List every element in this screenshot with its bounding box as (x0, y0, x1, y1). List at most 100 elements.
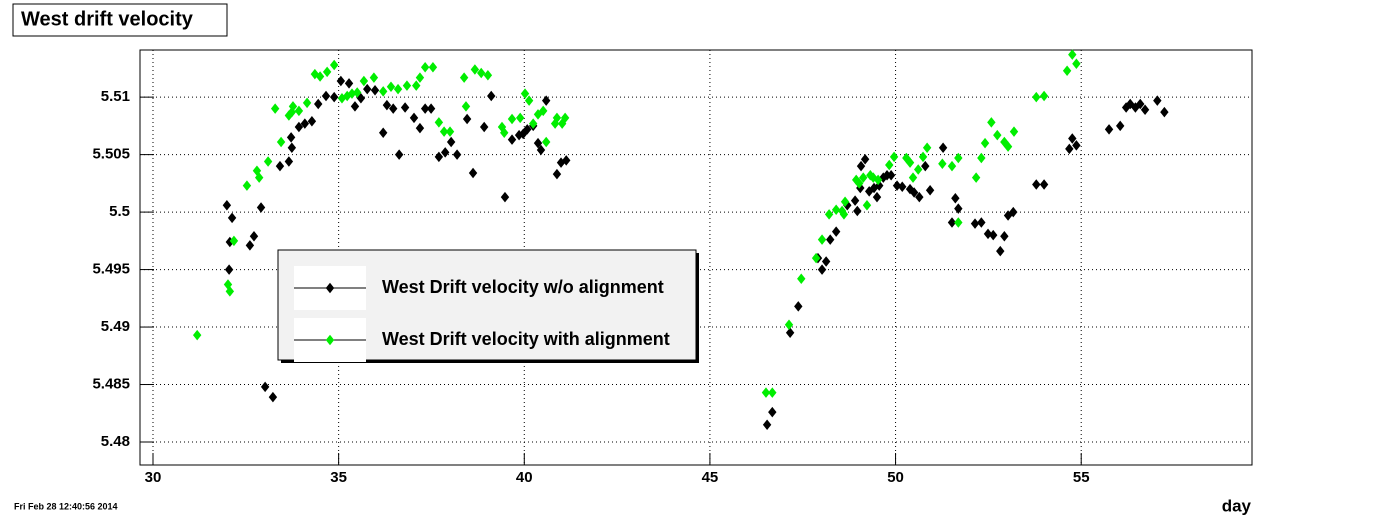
data-point (938, 142, 948, 153)
data-point (1039, 179, 1049, 190)
data-point (885, 159, 894, 171)
data-point (1032, 91, 1041, 103)
data-point (1003, 141, 1013, 152)
data-point (918, 151, 928, 163)
data-point (817, 264, 827, 275)
data-point (1115, 120, 1125, 132)
data-point (908, 172, 918, 183)
data-point (428, 61, 438, 73)
data-point (270, 103, 280, 114)
data-point (761, 387, 771, 398)
data-point (329, 59, 339, 71)
data-point (821, 256, 831, 267)
data-point (954, 152, 963, 164)
data-point (1072, 140, 1081, 151)
data-point (420, 103, 430, 114)
data-point (500, 191, 510, 203)
data-point (768, 406, 777, 418)
data-point (873, 174, 883, 186)
data-point (865, 186, 874, 197)
x-axis-label: day (1222, 496, 1252, 515)
data-point (794, 301, 803, 312)
data-point (470, 64, 480, 75)
data-point (1009, 206, 1018, 218)
data-point (302, 97, 312, 109)
data-point (350, 101, 360, 112)
data-point (860, 153, 870, 165)
data-point (1136, 98, 1145, 110)
x-tick-label: 35 (330, 469, 347, 486)
legend-label: West Drift velocity with alignment (382, 329, 670, 349)
data-point (954, 203, 963, 214)
data-point (1000, 230, 1009, 242)
data-point (1062, 65, 1072, 76)
data-point (797, 273, 806, 285)
data-point (850, 195, 860, 206)
data-point (922, 142, 932, 153)
data-point (954, 217, 963, 228)
y-tick-label: 5.51 (101, 88, 130, 105)
data-point (768, 387, 777, 398)
data-point (192, 329, 202, 341)
data-point (224, 264, 234, 275)
data-point (817, 234, 827, 245)
data-point (524, 95, 534, 106)
chart-title: West drift velocity (21, 8, 194, 30)
data-point (394, 149, 404, 160)
data-point (275, 160, 285, 172)
data-point (223, 279, 233, 290)
data-point (1153, 95, 1162, 106)
data-point (562, 155, 571, 166)
data-point (898, 181, 907, 193)
data-point (977, 217, 986, 228)
plot-frame (139, 49, 1253, 466)
data-point (321, 90, 331, 102)
data-point (826, 234, 835, 245)
data-point (245, 240, 255, 251)
data-point (287, 142, 297, 153)
x-tick-label: 45 (702, 469, 719, 486)
data-point (905, 157, 915, 168)
data-point (872, 191, 882, 203)
data-point (263, 156, 273, 167)
y-tick-label: 5.49 (101, 318, 130, 335)
data-point (487, 90, 496, 102)
data-point (389, 103, 398, 114)
data-point (378, 127, 388, 139)
data-point (393, 83, 403, 95)
data-point (347, 88, 357, 99)
data-point (552, 112, 562, 124)
legend-label: West Drift velocity w/o alignment (382, 277, 664, 297)
data-point (440, 147, 450, 158)
data-point (276, 136, 286, 148)
data-point (915, 191, 924, 203)
data-point (784, 319, 794, 331)
data-point (256, 202, 266, 213)
data-point (541, 95, 551, 106)
data-point (363, 83, 372, 95)
data-point (434, 151, 444, 163)
x-tick-label: 50 (887, 469, 904, 486)
x-tick-label: 40 (516, 469, 533, 486)
data-point (315, 71, 325, 82)
data-point (1039, 90, 1049, 102)
data-point (415, 72, 425, 83)
data-point (412, 80, 421, 91)
data-point (462, 113, 472, 125)
data-point (426, 103, 436, 114)
data-point (222, 199, 232, 211)
data-point (1009, 126, 1019, 137)
data-point (409, 112, 419, 124)
data-point (951, 193, 960, 204)
data-point (785, 327, 795, 339)
data-point (852, 174, 861, 186)
data-point (1160, 106, 1169, 118)
data-point (533, 109, 543, 120)
data-point (938, 158, 947, 170)
data-point (977, 152, 986, 164)
data-point (947, 160, 957, 172)
data-point (260, 381, 270, 393)
y-tick-label: 5.48 (101, 433, 130, 450)
data-point (853, 205, 862, 217)
